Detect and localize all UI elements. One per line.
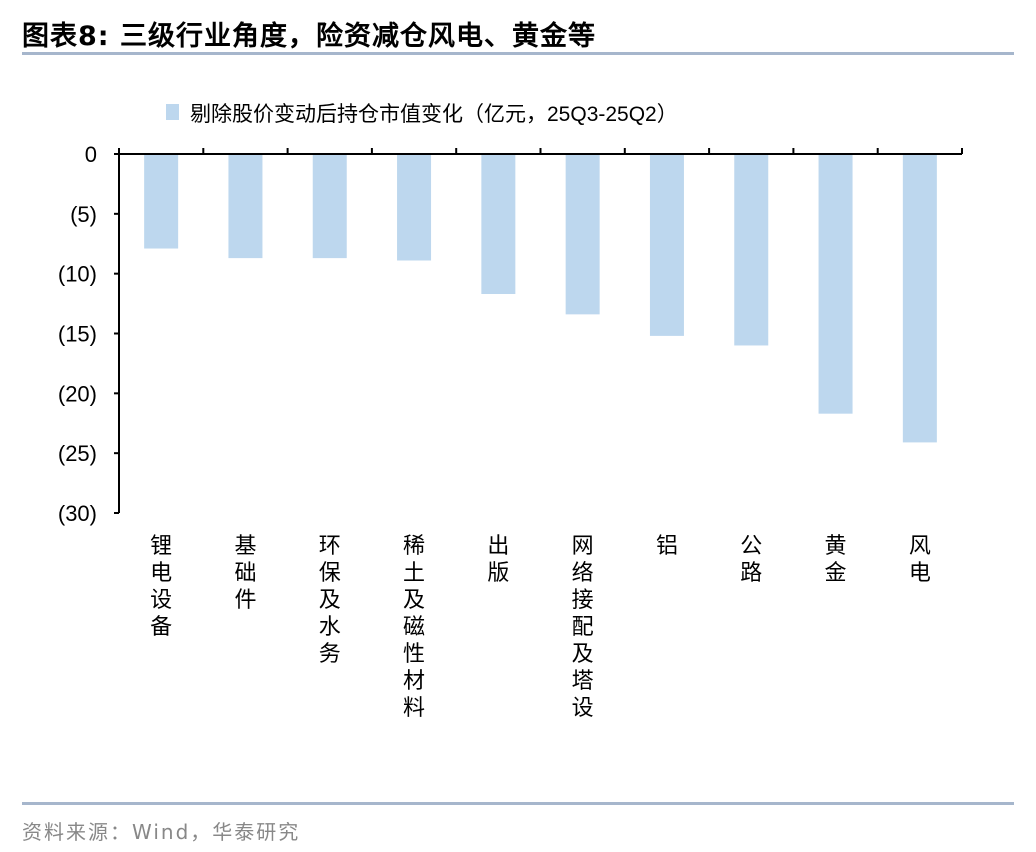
legend: 剔除股价变动后持仓市值变化（亿元，25Q3-25Q2）: [166, 103, 678, 126]
x-tick-label: 锂电设备: [150, 533, 172, 639]
bar-8: [818, 154, 853, 414]
x-tick-label: 黄金: [825, 533, 847, 585]
x-tick-label: 铝: [656, 533, 678, 558]
bar-2: [312, 154, 347, 259]
y-tick-label: (10): [58, 262, 97, 287]
footer-rule: [22, 802, 1014, 805]
y-tick-label: (5): [70, 202, 97, 227]
y-tick-label: (20): [58, 381, 97, 406]
legend-swatch: [166, 104, 179, 120]
y-tick-label: (30): [58, 501, 97, 526]
title-rule: [22, 52, 1014, 55]
bar-1: [228, 154, 263, 259]
bar-5: [565, 154, 600, 315]
x-tick-label: 风电: [909, 533, 931, 585]
x-tick-label: 公路: [740, 533, 762, 585]
x-tick-label: 稀土及磁性材料: [403, 533, 425, 720]
bar-0: [144, 154, 179, 249]
x-tick-label: 出版: [487, 533, 509, 585]
bar-9: [902, 154, 937, 443]
bar-4: [481, 154, 516, 295]
x-tick-label: 网络接配及塔设: [572, 533, 594, 720]
bar-6: [649, 154, 684, 336]
x-tick-label: 环保及水务: [319, 533, 341, 666]
source-note: 资料来源：Wind，华泰研究: [22, 820, 301, 844]
x-tick-label: 基础件: [234, 533, 256, 612]
y-tick-label: 0: [85, 142, 97, 167]
legend-label: 剔除股价变动后持仓市值变化（亿元，25Q3-25Q2）: [190, 103, 678, 126]
bar-3: [397, 154, 432, 261]
y-tick-label: (25): [58, 441, 97, 466]
figure-title: 图表8: 三级行业角度，险资减仓风电、黄金等: [22, 21, 596, 52]
bar-7: [734, 154, 769, 346]
y-tick-label: (15): [58, 322, 97, 347]
